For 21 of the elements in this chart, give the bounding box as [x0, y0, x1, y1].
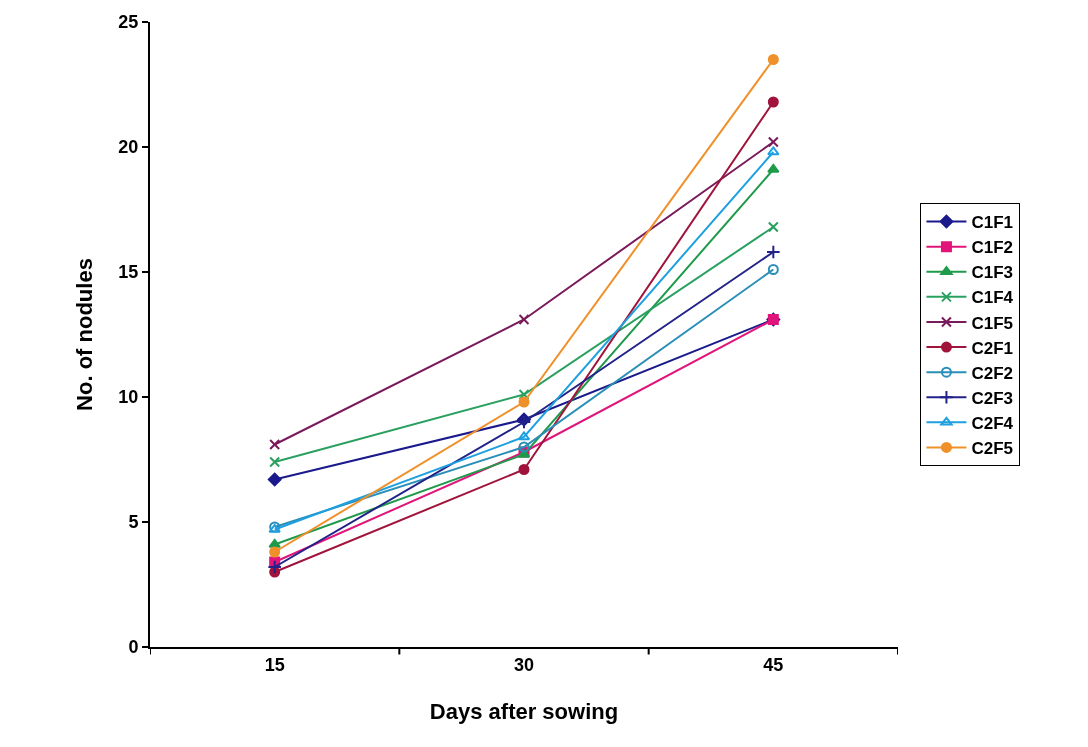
x-tick-label: 45: [763, 654, 784, 675]
y-tick-label: 0: [128, 637, 139, 658]
legend-label: C2F3: [971, 388, 1014, 408]
y-tick-label: 5: [128, 512, 139, 533]
legend-label: C1F1: [971, 213, 1014, 233]
x-axis-title: Days after sowing: [429, 699, 619, 724]
y-tick-label: 15: [118, 262, 139, 283]
legend-label: C1F4: [971, 288, 1014, 308]
legend-label: C2F1: [971, 338, 1014, 358]
legend-label: C2F2: [971, 363, 1014, 383]
legend-label: C1F3: [971, 263, 1014, 283]
legend-label: C2F4: [971, 413, 1014, 433]
y-axis-title: No. of nodules: [71, 258, 97, 411]
x-tick-label: 30: [513, 654, 535, 675]
x-tick-label: 15: [264, 654, 285, 675]
legend-label: C1F5: [971, 313, 1014, 333]
legend-label: C1F2: [971, 238, 1014, 258]
y-tick-label: 10: [118, 387, 139, 408]
legend-label: C2F5: [971, 439, 1014, 459]
y-tick-label: 20: [118, 137, 139, 158]
y-tick-label: 25: [118, 12, 139, 33]
